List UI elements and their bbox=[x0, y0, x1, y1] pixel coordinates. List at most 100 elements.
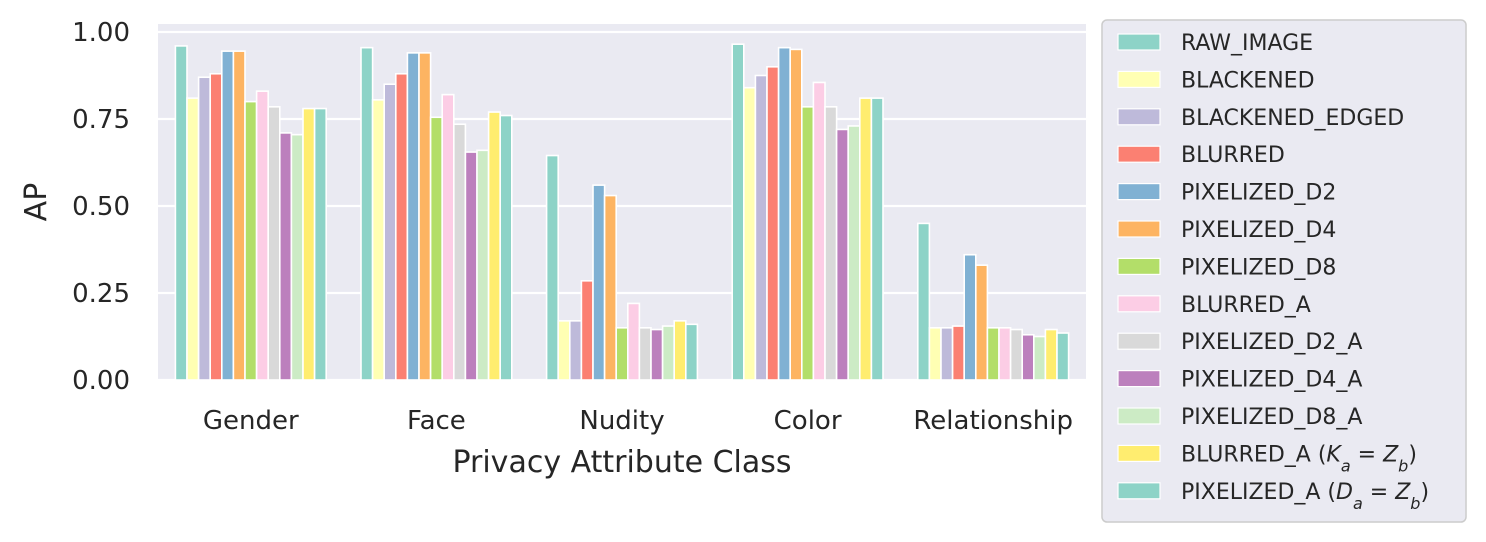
legend-swatch bbox=[1117, 183, 1161, 201]
legend-label: PIXELIZED_D8 bbox=[1181, 255, 1336, 280]
x-tick-label: Color bbox=[774, 406, 842, 436]
bar bbox=[232, 50, 246, 381]
bar bbox=[406, 52, 420, 381]
y-tick-label: 0.00 bbox=[72, 366, 130, 396]
bar bbox=[371, 99, 386, 381]
bar bbox=[568, 320, 583, 381]
bar bbox=[603, 194, 617, 381]
bar bbox=[174, 45, 188, 381]
bar bbox=[824, 106, 838, 381]
legend-label: BLURRED_A bbox=[1181, 293, 1311, 318]
bar bbox=[441, 93, 455, 381]
bar bbox=[754, 74, 768, 381]
legend-swatch bbox=[1117, 332, 1161, 350]
bar bbox=[777, 46, 791, 381]
bar bbox=[928, 326, 942, 381]
bar bbox=[197, 76, 212, 381]
bar bbox=[650, 328, 664, 381]
bar bbox=[267, 106, 281, 381]
x-tick-label: Nudity bbox=[579, 406, 664, 436]
legend: RAW_IMAGE BLACKENED BLACKENED_EDGED BLURRED… bbox=[1101, 19, 1467, 523]
bar bbox=[278, 132, 293, 381]
bar bbox=[209, 72, 223, 381]
legend-label: BLACKENED bbox=[1181, 68, 1315, 93]
legend-swatch bbox=[1117, 257, 1161, 275]
x-tick-labels: Gender Face Nudity Color Relationship bbox=[203, 406, 1073, 436]
bar bbox=[684, 323, 699, 381]
bar bbox=[255, 90, 270, 381]
bar bbox=[464, 151, 478, 381]
legend-swatch bbox=[1117, 407, 1161, 425]
legend-label: BLURRED bbox=[1181, 143, 1285, 168]
bar bbox=[394, 72, 409, 381]
bar bbox=[499, 114, 513, 381]
bars bbox=[174, 43, 1070, 381]
y-tick-labels: 0.00 0.25 0.50 0.75 1.00 bbox=[72, 18, 130, 396]
bar bbox=[835, 128, 849, 381]
bar bbox=[661, 325, 675, 381]
bar bbox=[638, 326, 652, 381]
bar bbox=[1033, 335, 1047, 381]
bar bbox=[673, 320, 687, 381]
bar bbox=[290, 133, 304, 381]
legend-label: PIXELIZED_D4 bbox=[1181, 218, 1336, 243]
legend-label: BLURRED_A (Ka = Zb) bbox=[1181, 442, 1417, 475]
bar bbox=[963, 253, 977, 381]
legend-label: PIXELIZED_D8_A bbox=[1181, 405, 1362, 430]
legend-swatch bbox=[1117, 70, 1161, 89]
bar bbox=[545, 154, 559, 381]
bar bbox=[592, 184, 606, 381]
bar bbox=[870, 97, 884, 381]
legend-label: BLACKENED_EDGED bbox=[1181, 106, 1404, 131]
bar bbox=[487, 111, 502, 381]
bar bbox=[812, 81, 826, 381]
bar bbox=[766, 66, 780, 381]
bar bbox=[974, 264, 989, 381]
legend-swatch bbox=[1117, 444, 1161, 462]
bar bbox=[800, 106, 815, 381]
bar bbox=[1056, 332, 1070, 381]
bar bbox=[557, 320, 571, 381]
bar bbox=[615, 326, 629, 381]
bar bbox=[731, 43, 745, 381]
bar bbox=[1044, 328, 1058, 381]
legend-swatch bbox=[1117, 33, 1161, 51]
bar bbox=[742, 86, 757, 381]
bar bbox=[847, 125, 861, 381]
legend-label: PIXELIZED_D4_A bbox=[1181, 368, 1362, 393]
x-tick-label: Gender bbox=[203, 406, 299, 436]
y-tick-label: 0.50 bbox=[72, 192, 130, 222]
bar bbox=[383, 83, 397, 381]
x-axis-label: Privacy Attribute Class bbox=[452, 445, 791, 480]
bar bbox=[360, 46, 374, 381]
bar bbox=[940, 326, 954, 381]
bar bbox=[580, 280, 594, 381]
bar bbox=[418, 52, 432, 381]
x-tick-label: Face bbox=[407, 406, 466, 436]
bar bbox=[429, 116, 444, 381]
bar bbox=[916, 222, 931, 381]
bar bbox=[302, 107, 316, 381]
bar bbox=[1009, 328, 1023, 381]
y-tick-label: 0.25 bbox=[72, 279, 130, 309]
legend-label: PIXELIZED_D2_A bbox=[1181, 330, 1362, 355]
legend-swatch bbox=[1117, 108, 1161, 126]
legend-swatch bbox=[1117, 370, 1161, 388]
legend-swatch bbox=[1117, 220, 1161, 238]
bar bbox=[186, 97, 200, 381]
bar bbox=[626, 302, 641, 381]
bar bbox=[476, 149, 490, 381]
x-tick-label: Relationship bbox=[913, 406, 1073, 436]
y-axis-label: AP bbox=[19, 183, 54, 222]
legend-label: PIXELIZED_A (Da = Zb) bbox=[1181, 480, 1429, 513]
bar bbox=[858, 97, 873, 381]
bar bbox=[452, 123, 467, 381]
legend-swatch bbox=[1117, 295, 1161, 313]
legend-swatch bbox=[1117, 482, 1161, 500]
bar bbox=[221, 50, 235, 381]
bar bbox=[998, 326, 1012, 381]
bar bbox=[244, 100, 258, 381]
bar bbox=[1021, 333, 1035, 381]
legend-swatch bbox=[1117, 145, 1161, 163]
y-tick-label: 1.00 bbox=[72, 18, 130, 48]
